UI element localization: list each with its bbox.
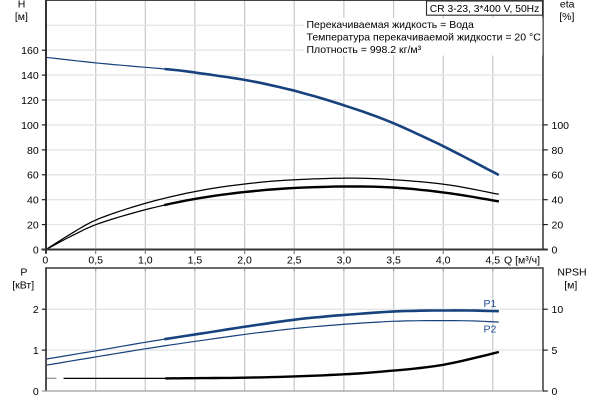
svg-text:1,5: 1,5 xyxy=(188,255,203,267)
svg-text:20: 20 xyxy=(27,220,39,232)
svg-text:eta: eta xyxy=(560,0,575,11)
svg-text:1: 1 xyxy=(33,345,39,357)
svg-text:P: P xyxy=(20,267,27,279)
svg-text:P1: P1 xyxy=(484,298,497,310)
svg-text:60: 60 xyxy=(27,170,39,182)
svg-text:0: 0 xyxy=(552,386,558,398)
svg-text:[%]: [%] xyxy=(559,11,574,23)
svg-text:160: 160 xyxy=(21,45,39,57)
svg-text:40: 40 xyxy=(27,195,39,207)
svg-text:0: 0 xyxy=(42,255,48,267)
svg-text:0: 0 xyxy=(552,244,558,256)
svg-text:4,5: 4,5 xyxy=(485,255,500,267)
svg-text:P2: P2 xyxy=(484,323,497,335)
svg-text:4,0: 4,0 xyxy=(436,255,451,267)
svg-text:80: 80 xyxy=(552,145,564,157)
svg-text:[кВт]: [кВт] xyxy=(12,279,34,291)
svg-text:Перекачиваемая жидкость = Вода: Перекачиваемая жидкость = Вода xyxy=(307,19,474,31)
svg-text:Плотность = 998.2 кг/м³: Плотность = 998.2 кг/м³ xyxy=(307,44,422,56)
svg-text:3,0: 3,0 xyxy=(337,255,352,267)
svg-text:NPSH: NPSH xyxy=(557,267,586,279)
svg-text:H: H xyxy=(18,0,26,11)
svg-text:CR 3-23, 3*400 V, 50Hz: CR 3-23, 3*400 V, 50Hz xyxy=(430,4,540,15)
svg-text:Температура перекачиваемой жид: Температура перекачиваемой жидкости = 20… xyxy=(307,32,542,44)
svg-text:Q [м³/ч]: Q [м³/ч] xyxy=(504,255,540,267)
svg-text:3,5: 3,5 xyxy=(386,255,401,267)
svg-text:10: 10 xyxy=(552,304,564,316)
svg-text:5: 5 xyxy=(552,345,558,357)
svg-text:140: 140 xyxy=(21,70,39,82)
svg-text:100: 100 xyxy=(552,120,570,132)
svg-text:80: 80 xyxy=(27,145,39,157)
svg-text:2: 2 xyxy=(33,304,39,316)
svg-text:100: 100 xyxy=(21,120,39,132)
svg-text:[м]: [м] xyxy=(15,11,28,23)
svg-text:40: 40 xyxy=(552,195,564,207)
svg-text:2,0: 2,0 xyxy=(237,255,252,267)
svg-text:0: 0 xyxy=(33,244,39,256)
svg-text:2,5: 2,5 xyxy=(287,255,302,267)
svg-text:0,5: 0,5 xyxy=(88,255,103,267)
svg-text:[м]: [м] xyxy=(564,279,577,291)
svg-text:60: 60 xyxy=(552,170,564,182)
svg-text:0: 0 xyxy=(33,386,39,398)
svg-text:20: 20 xyxy=(552,220,564,232)
svg-text:1,0: 1,0 xyxy=(138,255,153,267)
svg-text:120: 120 xyxy=(21,95,39,107)
